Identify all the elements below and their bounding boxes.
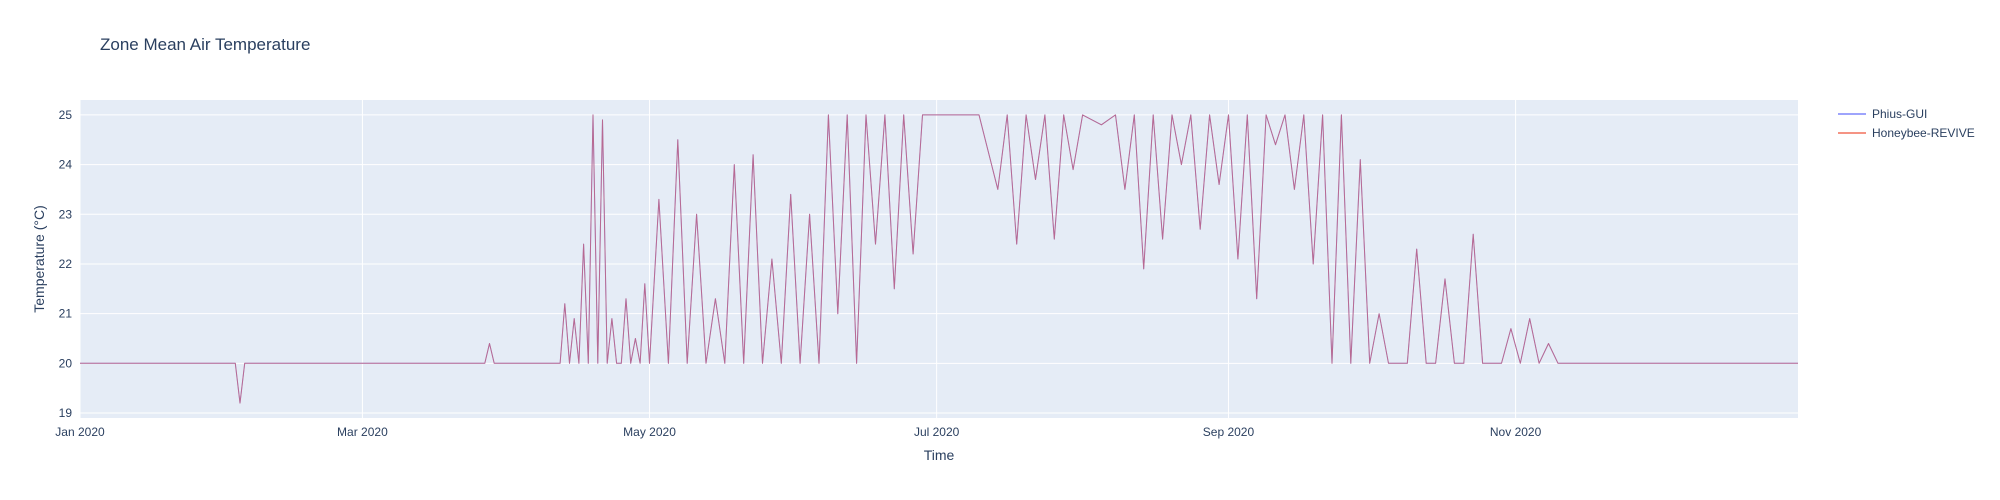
chart-title: Zone Mean Air Temperature bbox=[100, 35, 310, 54]
y-tick-label: 25 bbox=[59, 108, 73, 122]
legend-label: Phius-GUI bbox=[1872, 107, 1927, 121]
legend-item-phius-gui[interactable]: Phius-GUI bbox=[1838, 107, 1927, 121]
y-tick-label: 22 bbox=[59, 257, 73, 271]
legend[interactable]: Phius-GUI Honeybee-REVIVE bbox=[1838, 107, 1975, 140]
plot-area bbox=[80, 100, 1798, 418]
x-axis-ticks: Jan 2020 Mar 2020 May 2020 Jul 2020 Sep 2020… bbox=[55, 425, 1541, 439]
x-tick-label: Jan 2020 bbox=[55, 425, 105, 439]
x-tick-label: May 2020 bbox=[623, 425, 676, 439]
series-layer bbox=[80, 114, 1798, 404]
y-tick-label: 20 bbox=[59, 356, 73, 370]
y-axis-title: Temperature (°C) bbox=[31, 205, 47, 313]
x-tick-label: Nov 2020 bbox=[1490, 425, 1542, 439]
y-axis-ticks: 19 20 21 22 23 24 25 bbox=[59, 108, 73, 420]
y-tick-label: 23 bbox=[59, 207, 73, 221]
x-tick-label: Jul 2020 bbox=[914, 425, 960, 439]
x-axis-title: Time bbox=[924, 447, 955, 463]
legend-item-honeybee-revive[interactable]: Honeybee-REVIVE bbox=[1838, 126, 1975, 140]
series-line-honeybee-revive[interactable] bbox=[80, 114, 1798, 404]
y-tick-label: 19 bbox=[59, 406, 73, 420]
legend-label: Honeybee-REVIVE bbox=[1872, 126, 1975, 140]
y-tick-label: 21 bbox=[59, 307, 73, 321]
y-tick-label: 24 bbox=[59, 158, 73, 172]
x-tick-label: Sep 2020 bbox=[1203, 425, 1255, 439]
x-tick-label: Mar 2020 bbox=[337, 425, 388, 439]
